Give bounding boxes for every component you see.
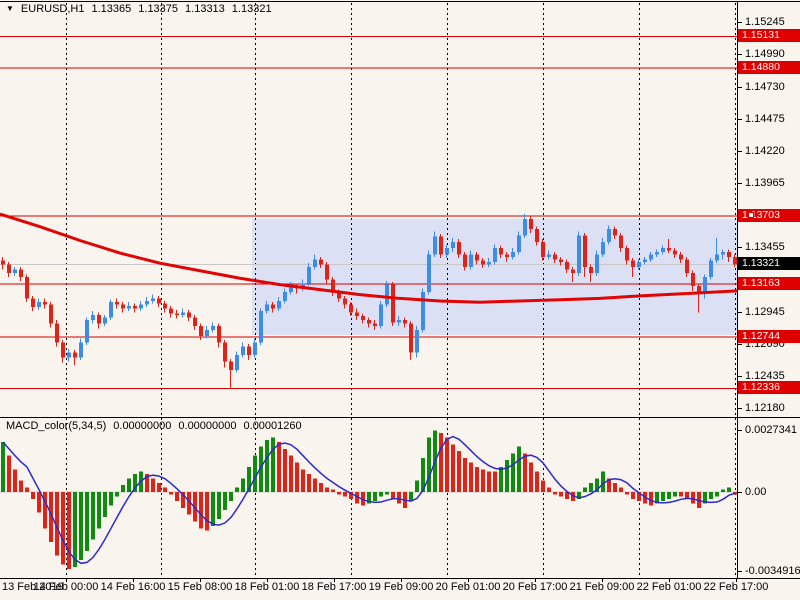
price-tick-label: 1.14730 bbox=[745, 80, 785, 93]
price-chart-canvas[interactable] bbox=[0, 0, 737, 417]
candlestick-series bbox=[1, 214, 737, 388]
date-label: 22 Feb 17:00 bbox=[703, 581, 769, 593]
price-tick-label: 1.12945 bbox=[745, 305, 785, 318]
price-tick-label: 1.13455 bbox=[745, 241, 785, 254]
macd-axis-label: -0.0034916 bbox=[745, 565, 800, 578]
date-label: 22 Feb 01:00 bbox=[636, 581, 702, 593]
symbol-ohlc-readout: ▼ EURUSD,H1 1.13365 1.13375 1.13313 1.13… bbox=[6, 3, 272, 15]
shaded-range-rectangle[interactable] bbox=[252, 219, 737, 335]
price-level-badge: 1.12744 bbox=[738, 329, 800, 343]
price-tick-mark bbox=[737, 54, 742, 56]
price-tick-mark bbox=[737, 247, 742, 249]
date-label: 13 Feb 2019 bbox=[2, 581, 64, 593]
date-label: 18 Feb 01:00 bbox=[234, 581, 300, 593]
price-tick-label: 1.14475 bbox=[745, 112, 785, 125]
macd-readout: MACD_color(5,34,5) 0.00000000 0.00000000… bbox=[6, 420, 302, 432]
time-tick-mark bbox=[736, 578, 737, 582]
ohlc-low-value: 1.13313 bbox=[185, 3, 225, 15]
macd-axis-label: 0.00 bbox=[745, 486, 767, 498]
macd-signal-line bbox=[2, 435, 736, 565]
date-label: 14 Feb 00:00 bbox=[33, 581, 99, 593]
time-tick-mark bbox=[535, 578, 536, 582]
time-tick-mark bbox=[602, 578, 603, 582]
date-label: 20 Feb 01:00 bbox=[435, 581, 501, 593]
date-label: 19 Feb 09:00 bbox=[368, 581, 434, 593]
time-tick-mark bbox=[267, 578, 268, 582]
window-top-border bbox=[0, 1, 800, 2]
price-tick-label: 1.14220 bbox=[745, 145, 785, 158]
ohlc-open-value: 1.13365 bbox=[91, 3, 132, 15]
symbol-timeframe-label: EURUSD,H1 bbox=[20, 3, 85, 15]
macd-indicator-canvas[interactable] bbox=[0, 418, 737, 578]
macd-histogram bbox=[1, 430, 737, 570]
price-level-badge: 1.13163 bbox=[738, 277, 800, 291]
price-axis-border bbox=[737, 1, 738, 578]
price-tick-mark bbox=[737, 408, 742, 409]
price-tick-mark bbox=[737, 118, 742, 120]
time-tick-mark bbox=[200, 578, 201, 582]
macd-value-2: 0.00000000 bbox=[178, 420, 237, 432]
macd-tick-mark bbox=[737, 492, 742, 493]
macd-axis-label: 0.0027341 bbox=[745, 423, 797, 436]
ma-line bbox=[0, 212, 737, 304]
time-tick-mark bbox=[669, 578, 670, 582]
date-label: 18 Feb 17:00 bbox=[301, 581, 367, 593]
price-level-badge: 1.14880 bbox=[738, 60, 800, 74]
date-label: 20 Feb 17:00 bbox=[502, 581, 568, 593]
panel-divider bbox=[0, 417, 800, 418]
current-price-badge: 1.13321 bbox=[738, 257, 800, 271]
price-tick-label: 1.15245 bbox=[745, 16, 785, 28]
chevron-down-icon[interactable]: ▼ bbox=[6, 3, 14, 13]
macd-indicator-label: MACD_color(5,34,5) bbox=[6, 420, 107, 432]
time-tick-mark bbox=[334, 578, 335, 582]
macd-value-1: 0.00000000 bbox=[113, 420, 172, 432]
price-tick-label: 1.13965 bbox=[745, 177, 785, 190]
price-tick-mark bbox=[737, 375, 742, 377]
macd-tick-mark bbox=[737, 571, 742, 573]
price-tick-mark bbox=[737, 311, 742, 313]
price-tick-label: 1.12180 bbox=[745, 402, 785, 414]
time-tick-mark bbox=[66, 578, 67, 582]
ohlc-high-value: 1.13375 bbox=[138, 3, 179, 15]
time-tick-mark bbox=[401, 578, 402, 582]
macd-tick-mark bbox=[737, 429, 742, 431]
price-tick-label: 1.12435 bbox=[745, 369, 785, 382]
price-tick-mark bbox=[737, 86, 742, 88]
price-level-badge: 1.15131 bbox=[738, 29, 800, 43]
price-tick-mark bbox=[737, 343, 742, 345]
macd-value-3: 0.00001260 bbox=[243, 420, 302, 432]
price-tick-mark bbox=[737, 22, 742, 23]
price-tick-mark bbox=[737, 151, 742, 153]
time-tick-mark bbox=[133, 578, 134, 582]
ohlc-close-value: 1.13321 bbox=[231, 3, 272, 15]
price-tick-mark bbox=[737, 183, 742, 185]
date-label: 14 Feb 16:00 bbox=[100, 581, 166, 593]
time-tick-mark bbox=[468, 578, 469, 582]
line-edit-handle[interactable] bbox=[748, 212, 754, 219]
price-level-badge: 1.12336 bbox=[738, 381, 800, 395]
price-tick-label: 1.14990 bbox=[745, 48, 785, 61]
time-axis-border bbox=[0, 578, 800, 579]
date-label: 15 Feb 08:00 bbox=[167, 581, 233, 593]
date-label: 21 Feb 09:00 bbox=[569, 581, 635, 593]
